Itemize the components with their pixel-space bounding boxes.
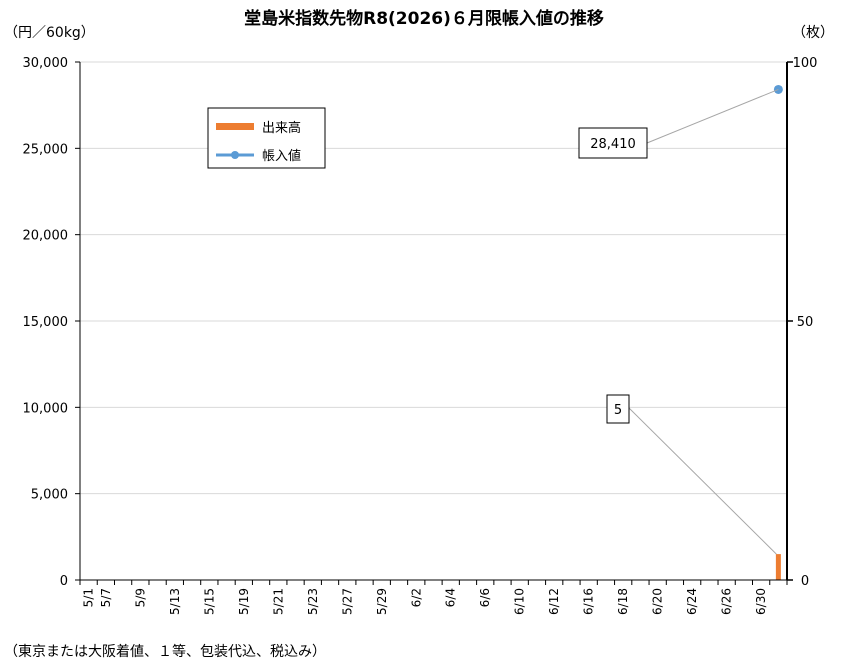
legend: 出来高 帳入値 <box>207 107 326 169</box>
y-left-unit-label: （円／60kg） <box>4 25 95 41</box>
x-tick-label: 6/4 <box>444 588 458 607</box>
axes <box>79 62 788 581</box>
y-left-tick-label: 25,000 <box>23 142 69 157</box>
x-tick-label: 6/30 <box>754 588 768 615</box>
x-tick-label: 5/15 <box>202 588 216 615</box>
x-tick-label: 6/10 <box>513 588 527 615</box>
x-tick-label: 6/12 <box>547 588 561 615</box>
legend-swatch-bar <box>216 123 254 130</box>
x-tick-label: 5/29 <box>375 588 389 615</box>
gridlines <box>80 61 787 495</box>
y-left-tick-label: 10,000 <box>23 401 69 416</box>
x-tick-label: 6/6 <box>478 588 492 607</box>
x-tick-label: 6/24 <box>685 588 699 615</box>
x-tick-label: 6/26 <box>720 588 734 615</box>
x-tick-label: 6/20 <box>651 588 665 615</box>
callout-leader-volume <box>628 407 777 555</box>
x-tick-label: 6/18 <box>616 588 630 615</box>
y-left-tick-label: 15,000 <box>23 315 69 330</box>
x-tick-label: 5/23 <box>306 588 320 615</box>
y-left-ticks: 0 5,000 10,000 15,000 20,000 25,000 30,000 <box>23 56 80 589</box>
y-right-tick-label: 100 <box>793 56 818 71</box>
x-tick-label: 5/19 <box>237 588 251 615</box>
legend-label-price: 帳入値 <box>262 148 301 164</box>
callout-box-volume <box>606 394 630 424</box>
y-left-tick-label: 20,000 <box>23 229 69 244</box>
x-tick-label: 5/21 <box>271 588 285 615</box>
y-right-unit-label: （枚） <box>792 25 834 41</box>
callout-label-price: 28,410 <box>590 137 636 152</box>
x-tick-label: 5/1 <box>82 588 96 607</box>
x-tick-label: 6/2 <box>409 588 423 607</box>
series-marks <box>773 84 783 580</box>
callout-box-price <box>578 127 648 159</box>
y-left-tick-label: 30,000 <box>23 56 69 71</box>
callout-label-volume: 5 <box>614 403 622 418</box>
y-right-tick-label: 50 <box>797 315 814 330</box>
legend-label-volume: 出来高 <box>262 120 301 136</box>
footnote: （東京または大阪着値、１等、包装代込、税込み） <box>4 643 326 660</box>
chart-title: 堂島米指数先物R8(2026)６月限帳入値の推移 <box>244 8 604 29</box>
x-tick-label: 6/16 <box>582 588 596 615</box>
x-tick-label: 5/27 <box>340 588 354 615</box>
callouts: 28,410 5 <box>578 88 779 555</box>
x-tick-label: 5/7 <box>99 588 113 607</box>
y-left-tick-label: 5,000 <box>31 488 68 503</box>
y-right-ticks: 0 50 100 <box>787 56 817 589</box>
legend-box <box>207 107 326 169</box>
y-left-tick-label: 0 <box>60 574 68 589</box>
y-right-tick-label: 0 <box>801 574 809 589</box>
callout-leader-price <box>646 88 779 144</box>
x-tick-label: 5/13 <box>168 588 182 615</box>
bar-volume <box>775 554 781 580</box>
x-ticks: 5/1 5/7 5/9 5/13 5/15 5/19 5/21 5/23 5/27 5/29 6/2… <box>79 580 788 615</box>
x-tick-label: 5/9 <box>133 588 147 607</box>
legend-swatch-marker <box>231 151 239 159</box>
